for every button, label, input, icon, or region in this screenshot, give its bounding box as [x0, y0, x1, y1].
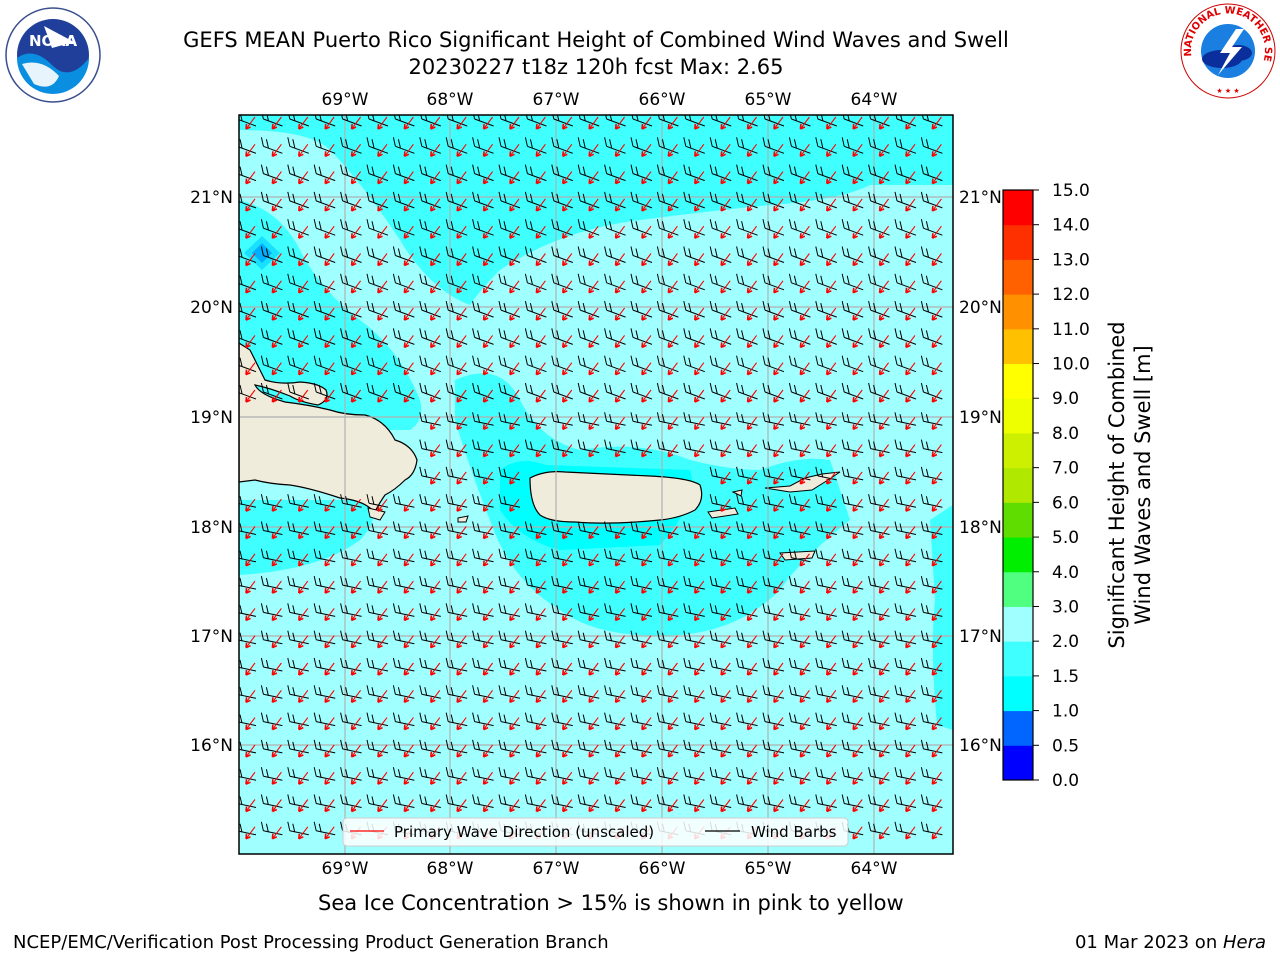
colorbar-swatch [1003, 502, 1033, 538]
graticule [239, 115, 953, 854]
lat-label-right: 16°N [959, 736, 1002, 756]
colorbar-tick-label: 11.0 [1052, 320, 1090, 340]
colorbar-swatch [1003, 537, 1033, 573]
lon-label-bottom: 64°W [851, 859, 898, 879]
lon-label-bottom: 69°W [322, 859, 369, 879]
colorbar-tick-label: 7.0 [1052, 459, 1079, 479]
colorbar-tick-label: 6.0 [1052, 493, 1079, 513]
lon-label-bottom: 68°W [427, 859, 474, 879]
colorbar-swatch [1003, 224, 1033, 260]
legend-barb-label: Wind Barbs [751, 823, 837, 841]
colorbar-tick-label: 10.0 [1052, 355, 1090, 375]
colorbar-swatch [1003, 398, 1033, 434]
footer-branch: NCEP/EMC/Verification Post Processing Pr… [13, 932, 609, 953]
colorbar-tick-label: 8.0 [1052, 424, 1079, 444]
colorbar-swatch [1003, 606, 1033, 642]
colorbar-tick-label: 13.0 [1052, 250, 1090, 270]
lat-label-left: 19°N [190, 408, 233, 428]
legend-wave-label: Primary Wave Direction (unscaled) [394, 823, 654, 841]
svg-text:★ ★ ★: ★ ★ ★ [1216, 87, 1239, 95]
map-frame [238, 114, 954, 855]
wave-direction-arrows [245, 116, 942, 840]
lon-label-top: 68°W [427, 90, 474, 110]
lon-label-top: 65°W [745, 90, 792, 110]
latitude-labels-right: 21°N 20°N 19°N 18°N 17°N 16°N [959, 188, 1002, 756]
map-legend: Primary Wave Direction (unscaled) Wind B… [342, 817, 849, 847]
colorbar-tick-label: 3.0 [1052, 597, 1079, 617]
lat-label-right: 17°N [959, 627, 1002, 647]
colorbar-tick-label: 0.0 [1052, 771, 1079, 791]
longitude-labels-bottom: 69°W 68°W 67°W 66°W 65°W 64°W [322, 859, 898, 879]
nws-logo-icon: NATIONAL WEATHER SERVICE ★ ★ ★ [1178, 1, 1276, 99]
lat-label-left: 20°N [190, 298, 233, 318]
colorbar-swatch [1003, 675, 1033, 712]
lat-label-left: 18°N [190, 518, 233, 538]
colorbar-swatch [1003, 328, 1033, 365]
colorbar-label-line1: Significant Height of Combined [1105, 321, 1129, 648]
svg-text:NOAA: NOAA [29, 32, 78, 50]
lon-label-bottom: 65°W [745, 859, 792, 879]
colorbar-tick-label: 0.5 [1052, 736, 1079, 756]
hispaniola-land [239, 342, 418, 513]
lon-label-bottom: 67°W [533, 859, 580, 879]
longitude-labels-top: 69°W 68°W 67°W 66°W 65°W 64°W [322, 90, 898, 110]
colorbar-tick-label: 4.0 [1052, 563, 1079, 583]
colorbar-swatch [1003, 467, 1033, 503]
lon-label-top: 69°W [322, 90, 369, 110]
lat-label-left: 17°N [190, 627, 233, 647]
lat-label-right: 21°N [959, 188, 1002, 208]
lon-label-top: 64°W [851, 90, 898, 110]
colorbar-swatch [1003, 745, 1033, 781]
colorbar-swatch [1003, 571, 1033, 607]
lat-label-left: 16°N [190, 736, 233, 756]
colorbar: 0.0 0.5 1.0 1.5 2.0 3.0 4.0 5.0 6.0 7.0 8.0 9.0 10.0… [1002, 181, 1090, 791]
puerto-rico-land [529, 471, 703, 524]
colorbar-label-line2: Wind Waves and Swell [m] [1131, 345, 1155, 625]
footer-date-text: 01 Mar 2023 on [1074, 932, 1223, 953]
footer-host: Hera [1222, 932, 1266, 953]
colorbar-tick-label: 1.5 [1052, 667, 1079, 687]
colorbar-swatch [1003, 710, 1033, 746]
colorbar-tick-label: 15.0 [1052, 181, 1090, 201]
lat-label-left: 21°N [190, 188, 233, 208]
colorbar-tick-label: 12.0 [1052, 285, 1090, 305]
colorbar-tick-label: 9.0 [1052, 389, 1079, 409]
chart-subtitle: 20230227 t18z 120h fcst Max: 2.65 [408, 55, 784, 79]
wind-barbs [239, 115, 943, 836]
colorbar-swatch [1003, 190, 1033, 226]
lon-label-bottom: 66°W [639, 859, 686, 879]
noaa-logo-icon: NOAA [5, 7, 101, 103]
colorbar-label: Significant Height of Combined Wind Wave… [1105, 321, 1155, 648]
colorbar-swatch [1003, 641, 1033, 677]
colorbar-swatch [1003, 363, 1033, 399]
colorbar-tick-label: 2.0 [1052, 632, 1079, 652]
colorbar-swatch [1003, 294, 1033, 330]
lon-label-top: 67°W [533, 90, 580, 110]
lat-label-right: 19°N [959, 408, 1002, 428]
latitude-labels-left: 21°N 20°N 19°N 18°N 17°N 16°N [190, 188, 233, 756]
colorbar-tick-label: 14.0 [1052, 216, 1090, 236]
colorbar-tick-label: 5.0 [1052, 528, 1079, 548]
colorbar-tick-label: 1.0 [1052, 702, 1079, 722]
footer-date: 01 Mar 2023 on Hera [1075, 932, 1266, 953]
lat-label-right: 18°N [959, 518, 1002, 538]
colorbar-swatch [1003, 259, 1033, 295]
chart-title: GEFS MEAN Puerto Rico Significant Height… [183, 28, 1009, 52]
sea-ice-caption: Sea Ice Concentration > 15% is shown in … [318, 891, 904, 915]
lon-label-top: 66°W [639, 90, 686, 110]
lat-label-right: 20°N [959, 298, 1002, 318]
colorbar-swatch [1003, 432, 1033, 469]
